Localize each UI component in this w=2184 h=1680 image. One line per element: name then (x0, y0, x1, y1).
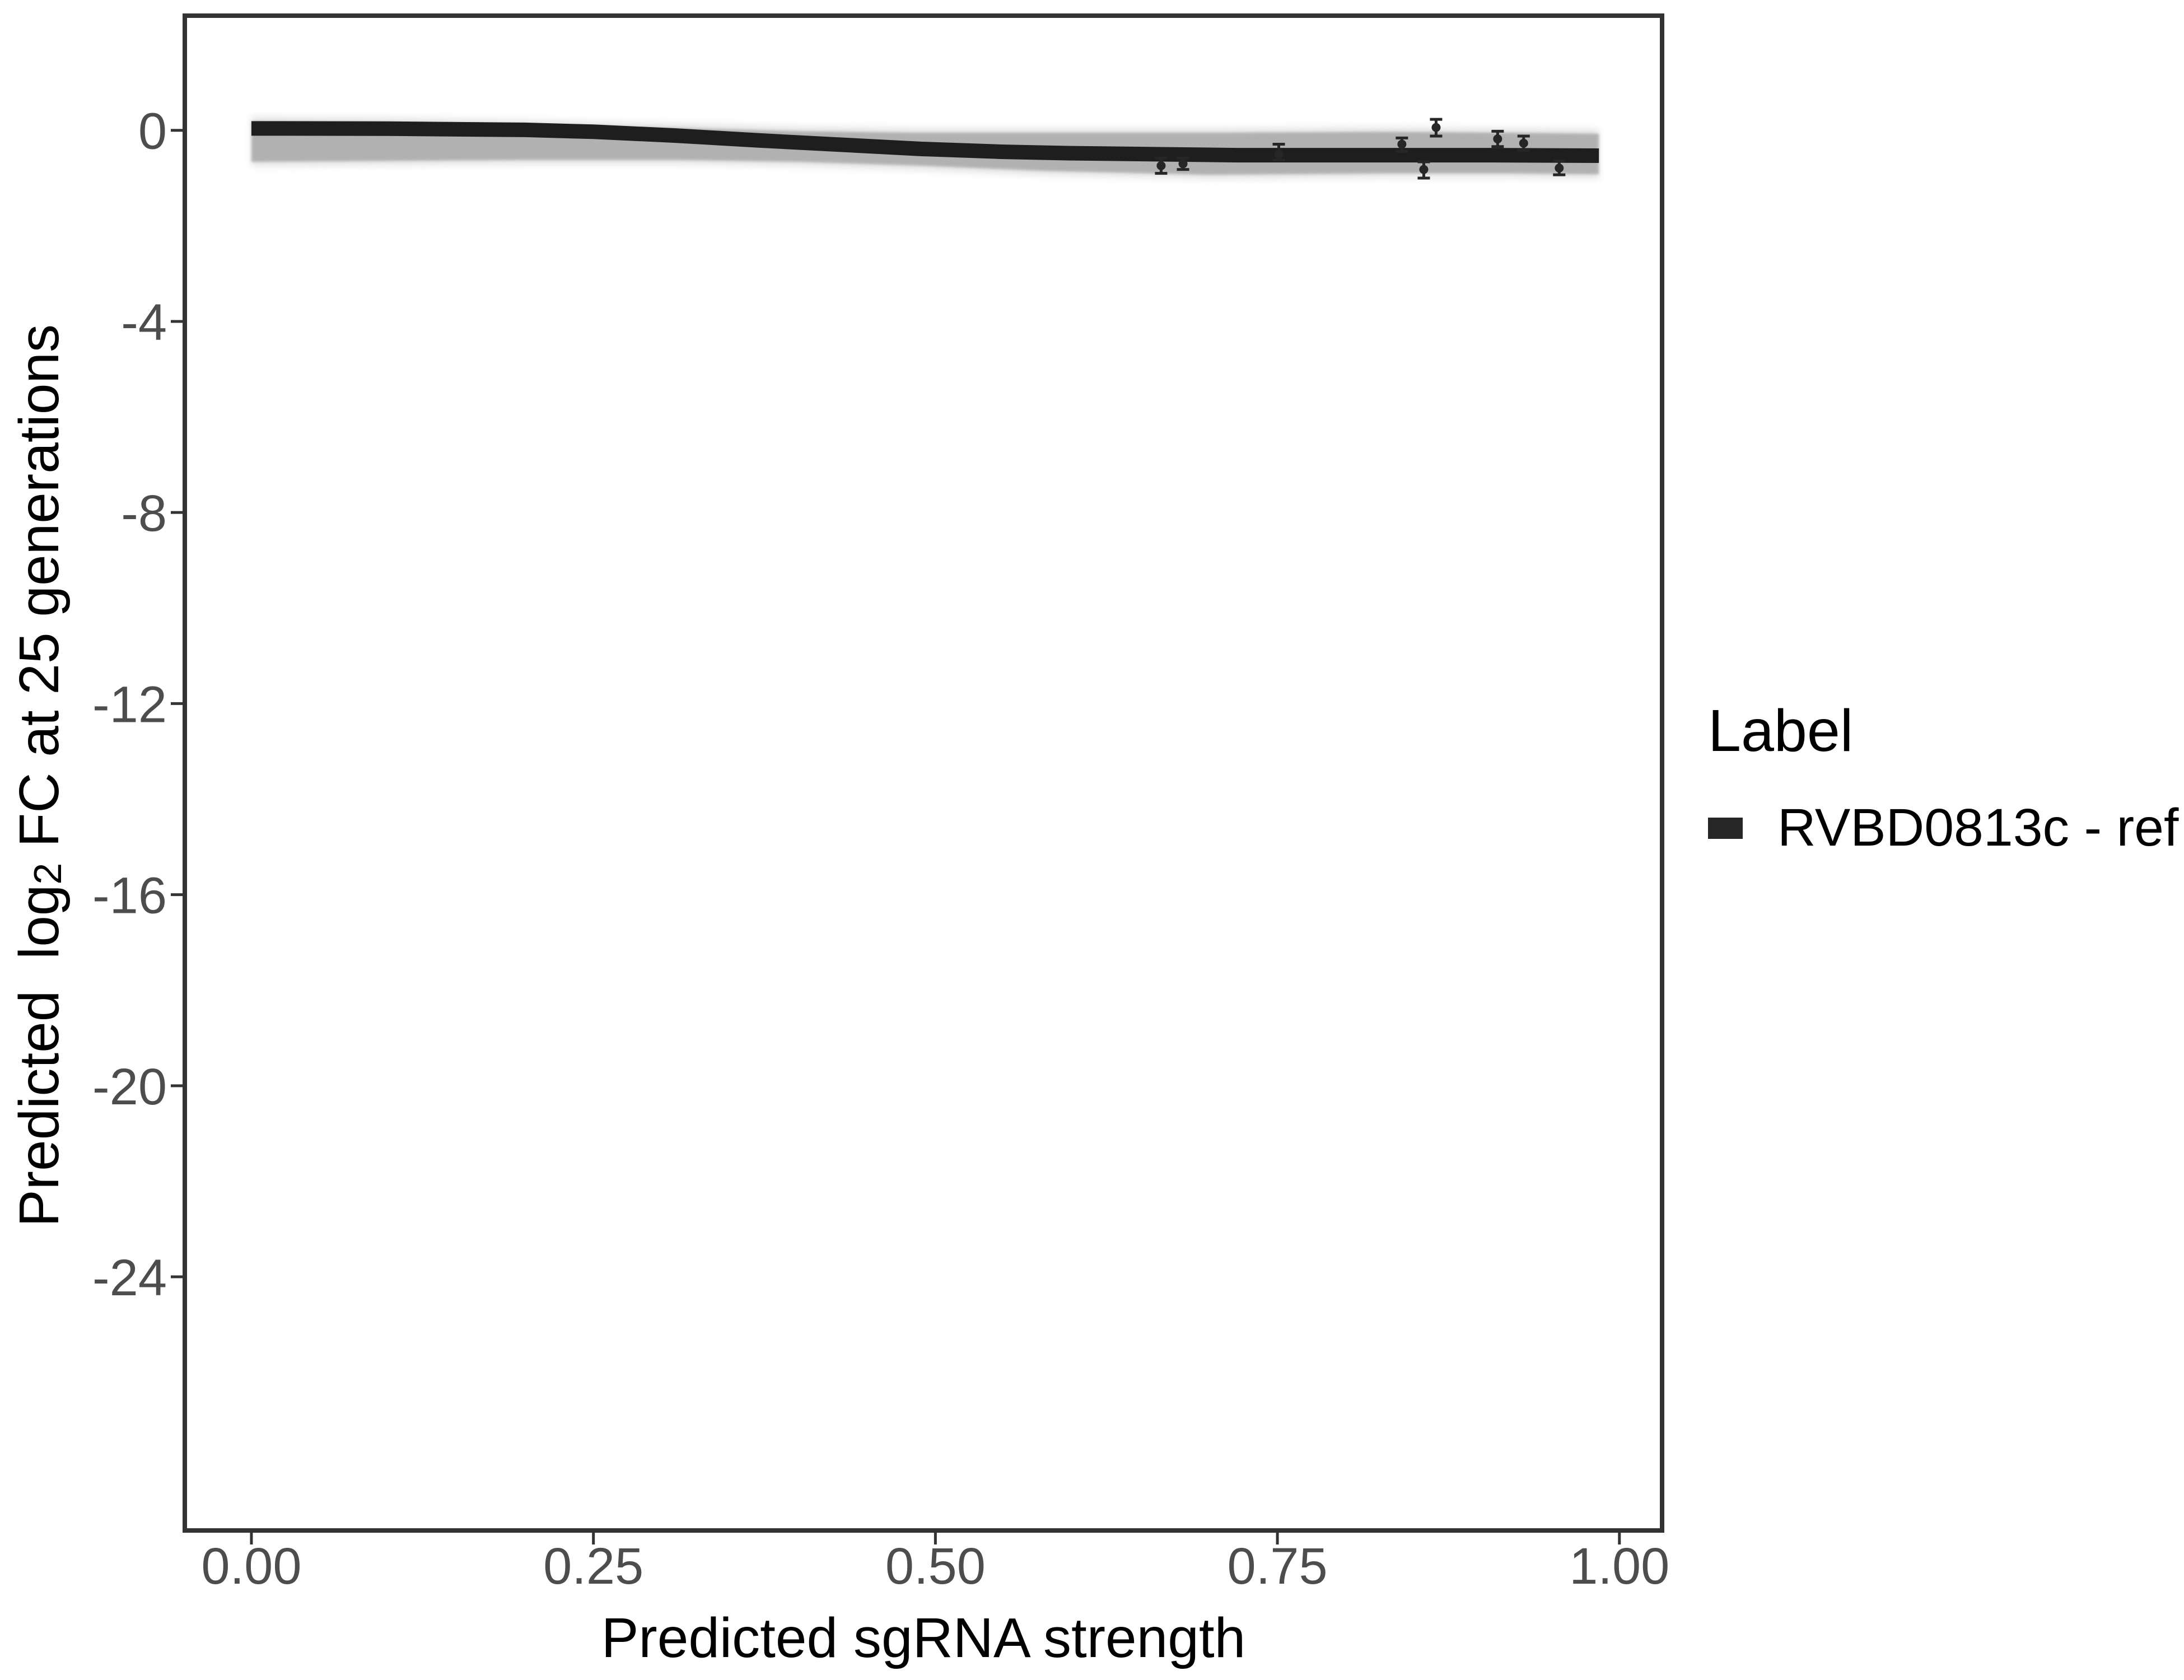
y-tick-label: -20 (92, 1058, 167, 1116)
data-point (1274, 150, 1284, 159)
y-axis-title-subscript: 2 (26, 862, 70, 885)
data-point (1431, 123, 1441, 132)
x-tick-label: 0.50 (885, 1538, 986, 1595)
y-tick-label: 0 (138, 103, 167, 160)
data-point (1178, 159, 1188, 169)
data-point (1555, 164, 1564, 173)
data-point (1493, 134, 1502, 144)
x-tick-label: 0.00 (201, 1538, 301, 1595)
y-tick-label: -24 (92, 1249, 167, 1306)
data-point (1156, 161, 1166, 170)
data-point (1519, 138, 1528, 148)
plot-area (251, 116, 1599, 180)
x-tick-label: 0.75 (1228, 1538, 1328, 1595)
legend-title: Label (1708, 698, 1854, 764)
y-axis-title-suffix: FC at 25 generations (7, 324, 71, 863)
y-tick-label: -8 (121, 485, 167, 542)
legend-item: RVBD0813c - ref (1708, 797, 2178, 858)
y-tick-label: -12 (92, 676, 167, 733)
y-tick-label: -16 (92, 867, 167, 925)
fit-line (251, 121, 1599, 163)
data-point (1397, 139, 1407, 149)
legend-item-label: RVBD0813c - ref (1777, 798, 2179, 858)
data-point (1419, 165, 1429, 174)
panel-border (183, 13, 1664, 1533)
x-tick-label: 1.00 (1569, 1538, 1669, 1595)
legend: Label RVBD0813c - ref (1708, 699, 2178, 858)
y-axis-title: Predicted log 2 FC at 25 generations (6, 216, 73, 1336)
x-tick-label: 0.25 (543, 1538, 643, 1595)
y-tick-label: -4 (121, 294, 167, 351)
y-axis-title-prefix: Predicted log (7, 884, 71, 1228)
legend-swatch (1708, 817, 1743, 839)
x-axis-title: Predicted sgRNA strength (601, 1607, 1246, 1669)
